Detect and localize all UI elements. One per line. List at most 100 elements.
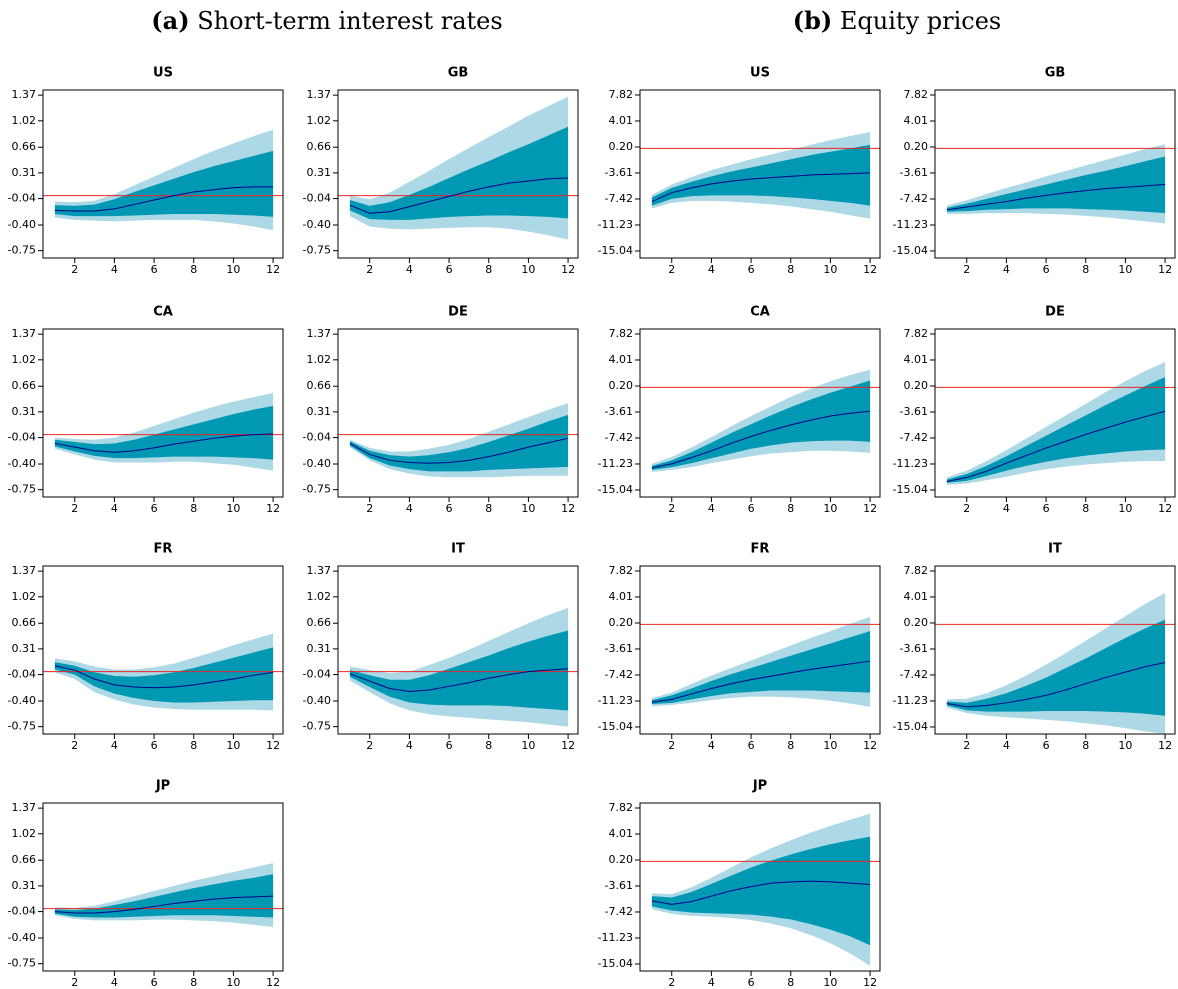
group-text: Equity prices — [840, 7, 1001, 35]
x-tick-label: 10 — [521, 502, 535, 515]
chart-title: GB — [1045, 66, 1066, 81]
y-tick-label: 0.31 — [12, 166, 37, 179]
chart-title: JP — [155, 779, 170, 794]
panel: 7.82 4.01 0.20 -3.61 -7.42 -11.23 -15.04 2 4 6 8 10… — [598, 66, 881, 276]
y-tick-label: -0.04 — [303, 192, 331, 205]
median-line — [651, 660, 871, 703]
y-tick-label: -0.40 — [303, 694, 331, 707]
y-tick-label: 0.66 — [12, 616, 37, 629]
y-tick-label: 4.01 — [609, 114, 634, 127]
y-tick-label: -7.42 — [605, 668, 633, 681]
x-tick-label: 10 — [823, 263, 837, 276]
band — [651, 631, 871, 705]
x-tick-label: 8 — [787, 263, 794, 276]
y-tick-label: 4.01 — [609, 827, 634, 840]
y-tick-label: -15.04 — [598, 483, 633, 496]
y-tick-label: -7.42 — [900, 431, 928, 444]
y-tick-label: 4.01 — [904, 590, 929, 603]
y-tick-label: 1.37 — [307, 564, 332, 577]
x-tick-label: 8 — [485, 739, 492, 752]
band — [651, 380, 871, 470]
x-tick-label: 8 — [787, 739, 794, 752]
x-tick-label: 6 — [151, 976, 158, 989]
x-tick-label: 2 — [668, 263, 675, 276]
x-tick-label: 2 — [366, 739, 373, 752]
y-tick-label: -0.40 — [8, 694, 36, 707]
y-tick-label: -3.61 — [605, 405, 633, 418]
y-tick-label: -0.75 — [303, 483, 331, 496]
panel: 1.37 1.02 0.66 0.31 -0.04 -0.40 -0.75 2 4 6 8 10 12 C… — [8, 305, 284, 515]
y-tick-label: -7.42 — [605, 905, 633, 918]
x-tick-label: 2 — [668, 976, 675, 989]
y-tick-label: -0.75 — [8, 957, 36, 970]
y-tick-label: -0.04 — [303, 431, 331, 444]
chart-title: US — [750, 66, 770, 81]
x-tick-label: 12 — [561, 502, 575, 515]
y-tick-label: 1.37 — [12, 88, 37, 101]
y-tick-label: 1.02 — [307, 114, 332, 127]
plot-area — [640, 131, 880, 219]
x-tick-label: 4 — [406, 502, 413, 515]
x-tick-label: 4 — [708, 976, 715, 989]
y-tick-label: -3.61 — [900, 642, 928, 655]
x-tick-label: 10 — [521, 263, 535, 276]
y-tick-label: 0.20 — [904, 379, 929, 392]
x-tick-label: 2 — [963, 502, 970, 515]
x-tick-label: 12 — [863, 739, 877, 752]
plot-frame — [337, 328, 579, 498]
y-tick-label: -0.75 — [303, 244, 331, 257]
band — [946, 156, 1166, 214]
chart-title: JP — [752, 779, 767, 794]
plot-frame — [934, 565, 1176, 735]
y-tick-label: 0.66 — [12, 853, 37, 866]
y-tick-label: -0.75 — [8, 720, 36, 733]
x-tick-label: 6 — [1043, 739, 1050, 752]
band — [54, 647, 274, 703]
y-tick-label: -15.04 — [893, 720, 928, 733]
median-line — [651, 410, 871, 469]
x-tick-label: 10 — [226, 263, 240, 276]
x-tick-label: 6 — [748, 739, 755, 752]
x-tick-label: 8 — [190, 502, 197, 515]
plot-frame — [42, 328, 284, 498]
x-tick-label: 8 — [1082, 739, 1089, 752]
y-tick-label: -11.23 — [893, 694, 928, 707]
plot-area — [338, 607, 578, 727]
band — [54, 874, 274, 918]
x-tick-label: 6 — [151, 502, 158, 515]
y-tick-label: -0.04 — [8, 192, 36, 205]
y-tick-label: 1.37 — [12, 801, 37, 814]
y-tick-label: 1.02 — [307, 590, 332, 603]
x-tick-label: 12 — [266, 976, 280, 989]
x-tick-label: 6 — [151, 263, 158, 276]
y-tick-label: 0.31 — [12, 879, 37, 892]
chart-title: CA — [153, 305, 173, 320]
y-tick-label: 4.01 — [904, 353, 929, 366]
plot-area — [640, 813, 880, 966]
y-tick-label: -7.42 — [605, 192, 633, 205]
y-tick-label: 0.20 — [609, 853, 634, 866]
y-tick-label: 1.02 — [307, 353, 332, 366]
x-tick-label: 2 — [963, 739, 970, 752]
y-tick-label: 0.20 — [609, 140, 634, 153]
y-tick-label: -7.42 — [900, 668, 928, 681]
y-tick-label: -3.61 — [605, 879, 633, 892]
y-tick-label: -15.04 — [893, 483, 928, 496]
y-tick-label: -3.61 — [605, 166, 633, 179]
x-tick-label: 6 — [446, 502, 453, 515]
band — [54, 406, 274, 460]
median-line — [946, 662, 1166, 708]
median-line — [54, 433, 274, 453]
group-label: (a) — [151, 6, 189, 35]
x-tick-label: 2 — [963, 263, 970, 276]
y-tick-label: -0.75 — [8, 483, 36, 496]
x-tick-label: 12 — [1158, 502, 1172, 515]
x-tick-label: 4 — [708, 502, 715, 515]
y-tick-label: 7.82 — [609, 327, 634, 340]
y-tick-label: -0.04 — [8, 668, 36, 681]
chart-title: IT — [451, 542, 465, 557]
x-tick-label: 12 — [863, 502, 877, 515]
plot-frame — [934, 89, 1176, 259]
band — [54, 150, 274, 217]
